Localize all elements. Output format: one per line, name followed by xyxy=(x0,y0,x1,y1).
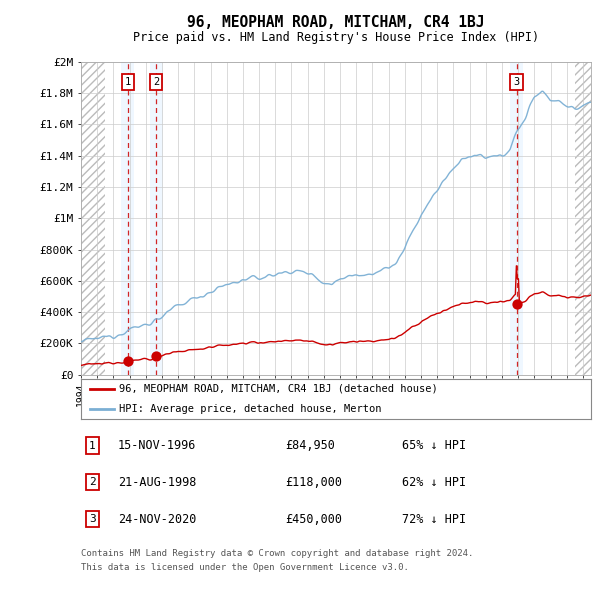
Bar xyxy=(121,62,134,375)
Text: 96, MEOPHAM ROAD, MITCHAM, CR4 1BJ: 96, MEOPHAM ROAD, MITCHAM, CR4 1BJ xyxy=(187,15,485,30)
Text: £84,950: £84,950 xyxy=(285,439,335,452)
Text: 1: 1 xyxy=(125,77,131,87)
Bar xyxy=(149,62,163,375)
Text: Price paid vs. HM Land Registry's House Price Index (HPI): Price paid vs. HM Land Registry's House … xyxy=(133,31,539,44)
Text: 96, MEOPHAM ROAD, MITCHAM, CR4 1BJ (detached house): 96, MEOPHAM ROAD, MITCHAM, CR4 1BJ (deta… xyxy=(119,384,438,394)
Bar xyxy=(510,62,523,375)
Text: 2: 2 xyxy=(153,77,159,87)
Text: 72% ↓ HPI: 72% ↓ HPI xyxy=(403,513,466,526)
Text: £118,000: £118,000 xyxy=(285,476,342,489)
Point xyxy=(512,300,521,309)
Text: 62% ↓ HPI: 62% ↓ HPI xyxy=(403,476,466,489)
Text: 1: 1 xyxy=(89,441,95,451)
Text: £450,000: £450,000 xyxy=(285,513,342,526)
Text: 3: 3 xyxy=(89,514,95,524)
Text: 15-NOV-1996: 15-NOV-1996 xyxy=(118,439,196,452)
Text: 65% ↓ HPI: 65% ↓ HPI xyxy=(403,439,466,452)
Text: 2: 2 xyxy=(89,477,95,487)
Point xyxy=(151,352,161,361)
Text: This data is licensed under the Open Government Licence v3.0.: This data is licensed under the Open Gov… xyxy=(81,563,409,572)
Text: Contains HM Land Registry data © Crown copyright and database right 2024.: Contains HM Land Registry data © Crown c… xyxy=(81,549,473,558)
Text: 21-AUG-1998: 21-AUG-1998 xyxy=(118,476,196,489)
Text: HPI: Average price, detached house, Merton: HPI: Average price, detached house, Mert… xyxy=(119,404,382,414)
Point xyxy=(123,356,133,366)
Text: 24-NOV-2020: 24-NOV-2020 xyxy=(118,513,196,526)
Text: 3: 3 xyxy=(514,77,520,87)
